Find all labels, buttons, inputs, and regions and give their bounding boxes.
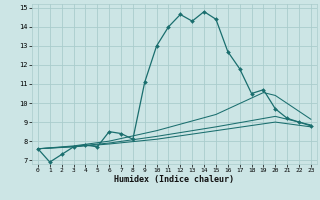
X-axis label: Humidex (Indice chaleur): Humidex (Indice chaleur): [115, 175, 234, 184]
